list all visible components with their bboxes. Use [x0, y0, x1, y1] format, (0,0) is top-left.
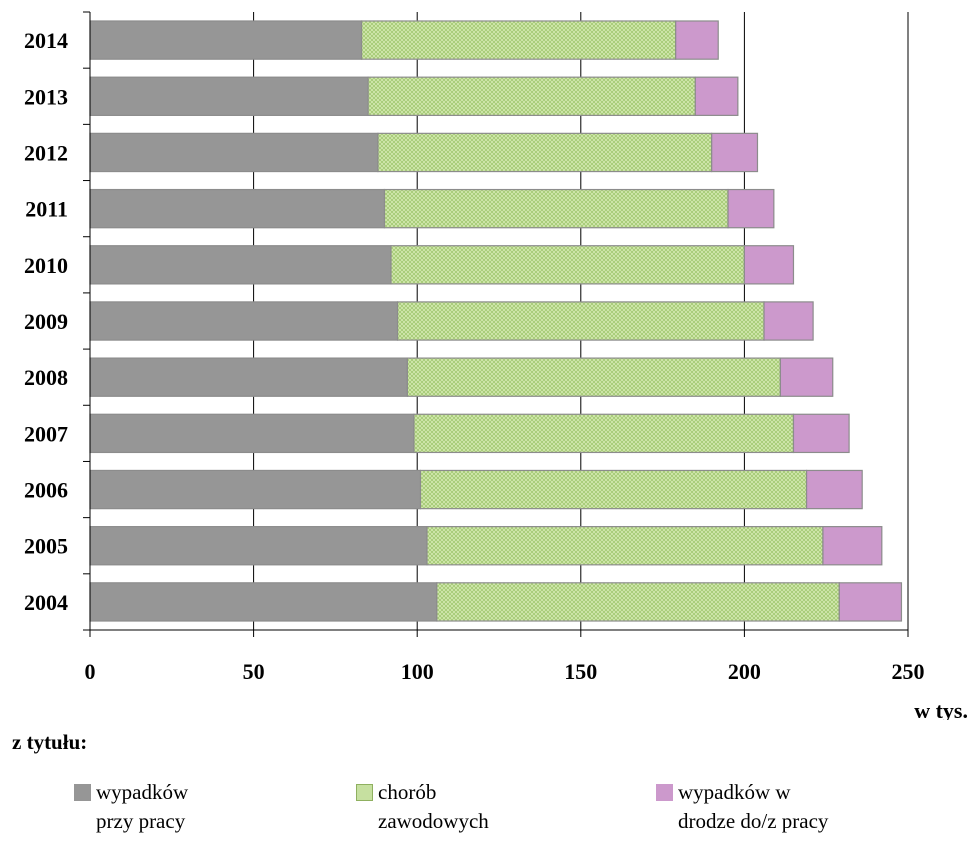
bar-segment-2005-s1 [426, 526, 824, 566]
legend-label-line1: chorób [378, 780, 437, 804]
legend-label-line1: wypadków w [678, 780, 791, 804]
labels: 2014201320122011201020092008200720062005… [24, 28, 968, 720]
x-unit-label: w tys. [914, 698, 968, 720]
category-label: 2012 [24, 140, 68, 165]
bar-segment-2012-s2 [711, 132, 759, 173]
category-label: 2009 [24, 309, 68, 334]
bar-segment-2007-s1 [413, 413, 795, 454]
legend-swatch-purple [656, 784, 673, 801]
bar-segment-2008-s1 [406, 357, 781, 397]
bar-segment-2004-s0 [89, 582, 438, 622]
bar-segment-2011-s2 [727, 188, 775, 229]
category-label: 2011 [25, 197, 68, 222]
bar-segment-2007-s2 [792, 413, 850, 454]
bar-segment-2012-s1 [377, 132, 713, 173]
legend-swatch-green [356, 784, 373, 801]
category-label: 2010 [24, 253, 68, 278]
bars [89, 20, 903, 622]
bar-segment-2009-s0 [89, 301, 399, 341]
x-tick-label: 250 [892, 659, 925, 684]
bar-segment-2010-s2 [743, 245, 795, 285]
bar-segment-2004-s1 [436, 582, 840, 622]
bar-segment-2006-s0 [89, 469, 422, 510]
legend-label-line2: drodze do/z pracy [678, 809, 829, 833]
x-tick-label: 50 [243, 659, 265, 684]
bar-segment-2010-s1 [390, 245, 745, 285]
category-label: 2004 [24, 590, 68, 615]
bar-segment-2007-s0 [89, 413, 415, 454]
bar-segment-2008-s0 [89, 357, 408, 397]
bar-segment-2006-s1 [419, 469, 808, 510]
x-tick-label: 0 [85, 659, 96, 684]
bar-segment-2011-s0 [89, 188, 386, 229]
bar-segment-2013-s0 [89, 76, 369, 116]
category-label: 2006 [24, 478, 68, 503]
bar-segment-2011-s1 [383, 188, 729, 229]
bar-segment-2005-s0 [89, 526, 428, 566]
legend-label-line2: przy pracy [96, 809, 186, 833]
stacked-bar-chart: 2014201320122011201020092008200720062005… [24, 11, 968, 720]
bar-segment-2004-s2 [838, 582, 903, 622]
bar-segment-2008-s2 [779, 357, 834, 397]
bar-segment-2013-s1 [367, 76, 696, 116]
bar-segment-2012-s0 [89, 132, 379, 173]
category-label: 2014 [24, 28, 68, 53]
bar-segment-2006-s2 [805, 469, 863, 510]
x-tick-label: 150 [564, 659, 597, 684]
category-label: 2005 [24, 534, 68, 559]
bar-segment-2009-s1 [396, 301, 765, 341]
category-label: 2007 [24, 421, 68, 446]
legend-label-line1: wypadków [96, 780, 189, 804]
bar-segment-2014-s1 [360, 20, 677, 60]
legend-title: z tytułu: [12, 730, 88, 754]
x-tick-label: 200 [728, 659, 761, 684]
category-label: 2013 [24, 84, 68, 109]
axes [83, 11, 909, 637]
x-tick-label: 100 [401, 659, 434, 684]
legend: wypadków przy pracy chorób zawodowych wy… [0, 778, 972, 838]
legend-label-line2: zawodowych [378, 809, 489, 833]
bar-segment-2009-s2 [763, 301, 814, 341]
bar-segment-2013-s2 [694, 76, 739, 116]
bar-segment-2014-s0 [89, 20, 363, 60]
legend-swatch-gray [74, 784, 91, 801]
category-label: 2008 [24, 365, 68, 390]
bar-segment-2005-s2 [822, 526, 883, 566]
bar-segment-2014-s2 [675, 20, 719, 60]
bar-segment-2010-s0 [89, 245, 392, 285]
